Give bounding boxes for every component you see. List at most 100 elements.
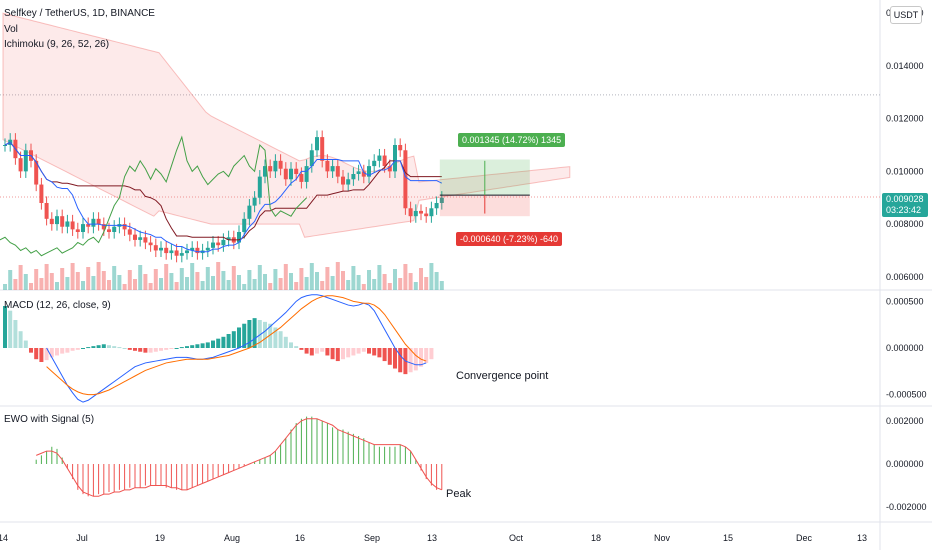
candle [190,247,195,251]
macd-histogram-bar [393,348,397,369]
candle [351,174,356,180]
volume-bar [174,282,179,290]
candle [393,145,397,172]
volume-bar [257,265,262,290]
time-tick: Aug [224,533,240,543]
price-tick: 0.012000 [886,114,924,124]
time-tick: Nov [654,533,671,543]
candle [133,234,137,240]
stop-label[interactable]: -0.000640 (-7.23%) -640 [456,232,563,246]
candle [294,168,299,174]
candle [101,224,106,230]
price-tick: 0.010000 [886,166,924,176]
price-tick: 0.008000 [886,219,924,229]
candle [247,205,252,219]
macd-histogram-bar [237,327,241,348]
candle [341,176,345,185]
candle [268,166,273,172]
macd-histogram-bar [211,340,215,348]
macd-histogram-bar [299,348,304,350]
last-price-badge: 0.009028 03:23:42 [882,193,928,217]
macd-histogram-bar [86,347,91,349]
candle [283,168,288,180]
macd-histogram-bar [408,348,413,373]
macd-histogram-bar [81,348,85,349]
macd-histogram-bar [226,334,231,348]
candle [179,253,184,256]
vol-label[interactable]: Vol [4,24,18,35]
macd-histogram-bar [398,348,403,373]
volume-bar [346,280,351,290]
candle [107,229,111,232]
volume-bar [169,273,174,290]
macd-histogram-bar [335,348,340,362]
ichimoku-label[interactable]: Ichimoku (9, 26, 52, 26) [4,39,110,50]
candle [289,168,293,180]
currency-badge[interactable]: USDT [890,6,922,24]
price-tick: 0.014000 [886,61,924,71]
macd-histogram-bar [148,348,153,353]
volume-bar [49,273,54,290]
macd-title[interactable]: MACD (12, 26, close, 9) [4,300,111,311]
macd-histogram-bar [372,348,377,356]
last-price: 0.009028 [886,194,924,204]
macd-histogram-bar [252,318,257,348]
volume-bar [315,272,319,290]
ewo-annotation: Peak [446,488,472,500]
volume-bar [75,272,80,290]
macd-histogram-bar [341,348,345,360]
time-tick: 15 [723,533,733,543]
candle [81,224,85,232]
macd-histogram-bar [75,348,80,350]
volume-bar [195,272,200,290]
volume-bar [351,266,356,290]
time-tick: Jul [76,533,88,543]
macd-histogram-bar [29,348,33,353]
symbol-title[interactable]: Selfkey / TetherUS, 1D, BINANCE [4,8,155,19]
volume-bar [153,269,158,290]
macd-histogram-bar [330,348,335,360]
volume-bar [294,282,299,290]
candle [39,184,44,203]
candle [408,208,413,217]
time-tick: 19 [155,533,165,543]
macd-histogram-bar [164,348,169,350]
volume-bar [278,278,283,290]
candle [315,137,319,151]
target-label[interactable]: 0.001345 (14.72%) 1345 [458,133,566,147]
macd-tick: 0.000500 [886,296,924,306]
ewo-tick: 0.002000 [886,416,924,426]
macd-histogram-bar [185,346,189,348]
candle [60,216,65,227]
volume-bar [429,263,434,290]
volume-bar [403,264,408,290]
volume-bar [356,275,361,290]
macd-histogram-bar [429,348,434,360]
macd-histogram-bar [200,343,205,348]
macd-histogram-bar [382,348,387,362]
macd-tick: 0.000000 [886,343,924,353]
macd-histogram-bar [283,336,288,348]
candle [127,229,132,235]
candle [346,179,351,185]
ewo-title[interactable]: EWO with Signal (5) [4,414,95,425]
volume-bar [413,282,418,290]
candle [153,245,158,251]
countdown: 03:23:42 [886,205,922,215]
volume-bar [273,269,278,290]
candle [91,218,96,227]
macd-histogram-bar [60,348,65,354]
macd-histogram-bar [143,348,148,353]
volume-bar [247,270,252,290]
ichimoku-cloud [2,12,571,238]
time-tick: Dec [796,533,813,543]
candle [257,176,262,198]
volume-bar [122,284,127,290]
macd-histogram-bar [3,306,7,348]
macd-tick: -0.000500 [886,390,927,400]
volume-bar [361,284,366,290]
volume-bar [127,270,132,290]
time-tick: 18 [591,533,601,543]
macd-histogram-bar [351,348,356,356]
